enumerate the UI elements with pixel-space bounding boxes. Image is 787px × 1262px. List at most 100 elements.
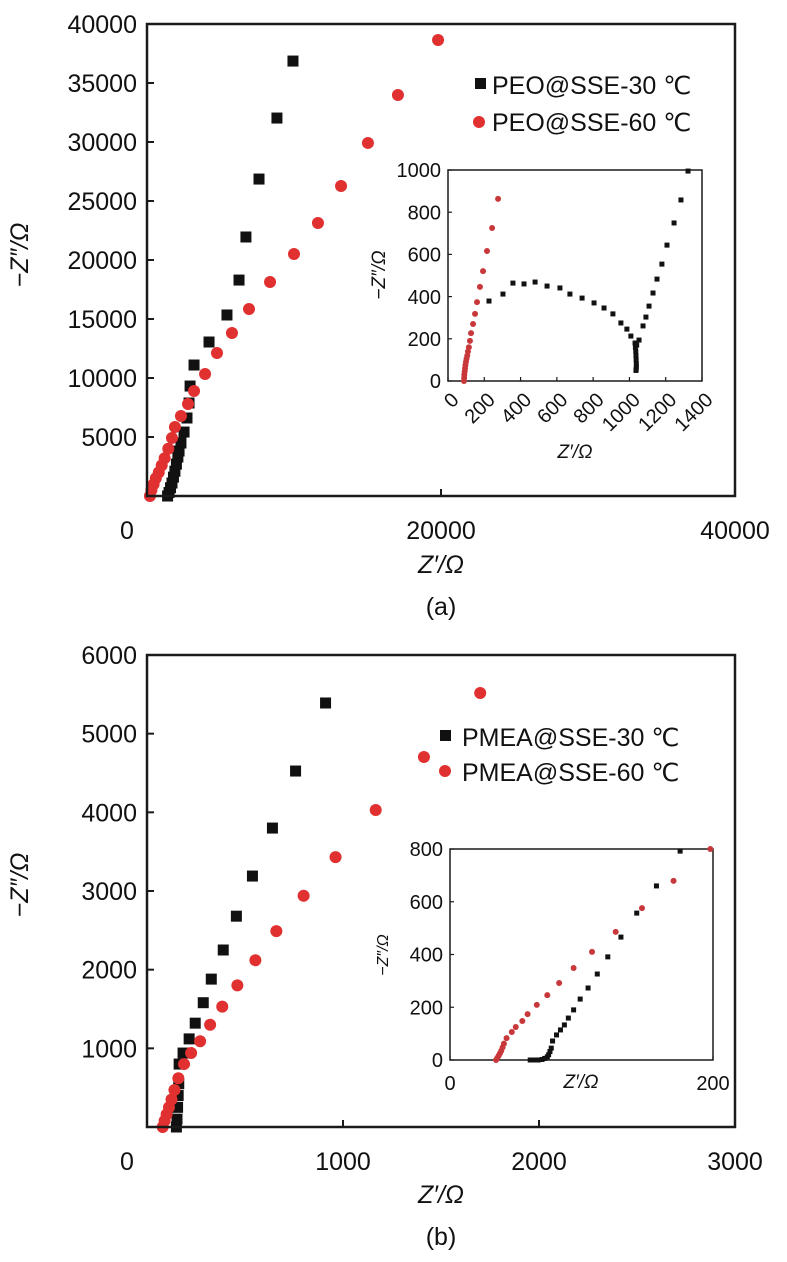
panel-a-inset-point-square — [544, 283, 550, 289]
panel-b-point-square — [246, 870, 258, 882]
panel-a-point-square — [184, 380, 196, 392]
panel-b-point-circle — [194, 1035, 207, 1048]
panel-b-inset-axes: 0 200 400 600 800 0 200 — [410, 839, 730, 1095]
panel-b-y-tick-label: 3000 — [81, 878, 137, 906]
panel-a-inset-point-square — [610, 311, 616, 317]
panel-b-y-tick-label: 2000 — [81, 957, 137, 985]
panel-a-x-axis-title: Z′/Ω — [417, 551, 464, 579]
panel-a-inset-data-marks — [460, 168, 691, 384]
panel-a-inset-frame — [447, 169, 703, 382]
panel-b-point-circle — [231, 979, 244, 992]
panel-b-point-square — [172, 1101, 184, 1113]
panel-b-inset-point-square — [548, 1045, 554, 1051]
panel-b-inset-point-square — [605, 954, 611, 960]
panel-a-point-circle — [288, 247, 300, 260]
panel-b-inset-data-marks — [493, 846, 714, 1063]
panel-a-point-square — [188, 359, 200, 371]
panel-b-point-square — [320, 697, 332, 709]
panel-b-inset-x-tick-label: 200 — [696, 1073, 729, 1095]
legend-marker-pmea-30 — [440, 730, 451, 741]
panel-b-point-square — [197, 997, 209, 1009]
panel-b-inset-point-square — [594, 971, 600, 977]
panel-b-point-square — [290, 765, 302, 777]
panel-a-inset-point-square — [624, 326, 630, 332]
panel-b-inset-point-square — [565, 1015, 571, 1021]
panel-a-point-circle — [225, 327, 238, 340]
panel-a-inset-point-square — [685, 168, 691, 174]
panel-b-inset-y-tick-label: 200 — [410, 997, 443, 1019]
panel-a-inset-point-circle — [476, 283, 483, 290]
panel-b-point-square — [172, 1090, 184, 1102]
panel-b-x-tick-label: 1000 — [315, 1148, 371, 1176]
panel-a-inset-point-square — [601, 305, 607, 311]
panel-a-inset-y-tick-label: 200 — [408, 329, 441, 351]
legend-marker-pmea-60 — [439, 765, 451, 777]
panel-b-point-circle — [417, 750, 430, 763]
panel-a-inset-point-square — [567, 291, 573, 297]
panel-b-inset-point-square — [531, 1057, 537, 1063]
panel-a-inset-x-tick-label: 1400 — [671, 389, 718, 436]
panel-b-point-square — [189, 1017, 201, 1029]
panel-b-inset-point-circle — [670, 877, 677, 884]
panel-b-point-circle — [204, 1018, 217, 1031]
panel-a-inset-point-square — [532, 279, 538, 285]
panel-a-point-circle — [210, 346, 223, 359]
panel-a-inset-point-square — [510, 280, 516, 286]
panel-b-x-tick-label: 2000 — [511, 1148, 567, 1176]
panel-b-point-square — [230, 910, 242, 922]
panel-a-x-tick-label: 20000 — [406, 517, 476, 545]
panel-b-data-marks — [156, 686, 487, 1133]
panel-a-inset-point-square — [633, 357, 639, 363]
legend-label-pmea-60: PMEA@SSE-60 ℃ — [462, 759, 679, 787]
panel-a-inset-x-axis-title: Z′/Ω — [557, 442, 593, 463]
panel-b-inset: 0 200 400 600 800 0 200 Z′/Ω −Z″/Ω — [375, 839, 730, 1095]
panel-b-inset-point-square — [539, 1056, 545, 1062]
panel-b-inset-point-square — [634, 910, 640, 916]
panel-b-point-circle — [168, 1084, 181, 1097]
panel-b-series-2 — [156, 686, 487, 1133]
panel-a-inset-point-square — [633, 361, 639, 367]
panel-b-inset-point-square — [677, 848, 683, 854]
panel-b-inset-point-square — [653, 883, 659, 889]
panel-a-point-circle — [335, 180, 348, 193]
panel-b-inset-point-circle — [612, 928, 619, 935]
panel-b-inset-series-2 — [493, 846, 714, 1063]
legend-label-peo-30: PEO@SSE-30 ℃ — [492, 72, 691, 100]
panel-a-y-tick-label: 20000 — [67, 247, 137, 275]
panel-b-inset-point-circle — [570, 964, 577, 971]
panel-b-inset-point-square — [554, 1032, 560, 1038]
panel-a-point-circle — [243, 302, 256, 315]
panel-a-inset-point-square — [659, 261, 665, 267]
panel-b-inset-point-square — [547, 1049, 553, 1055]
panel-b-inset-x-axis-title: Z′/Ω — [563, 1072, 599, 1093]
panel-a-inset-point-square — [579, 295, 585, 301]
panel-a-inset-point-square — [654, 276, 660, 282]
panel-b-point-square — [266, 822, 278, 834]
panel-a-y-tick-label: 30000 — [67, 129, 137, 157]
panel-b-inset-frame — [449, 848, 714, 1061]
panel-b-inset-y-tick-label: 600 — [410, 892, 443, 914]
panel-a-inset-y-tick-label: 800 — [408, 202, 441, 224]
legend-label-pmea-30: PMEA@SSE-30 ℃ — [462, 724, 679, 752]
panel-a-point-circle — [168, 420, 181, 433]
panel-a-x-tick-label: 40000 — [700, 517, 770, 545]
panel-a-inset-point-square — [671, 220, 677, 226]
panel-a-inset-point-circle — [480, 268, 487, 275]
panel-a-inset-x-tick-label: 1200 — [634, 389, 681, 436]
panel-b-legend: PMEA@SSE-30 ℃ PMEA@SSE-60 ℃ — [439, 724, 679, 787]
panel-b-inset-series-1 — [527, 848, 683, 1063]
panel-b-point-circle — [216, 1000, 229, 1013]
panel-a-inset-series-1 — [486, 168, 691, 373]
panel-a-point-circle — [188, 384, 201, 397]
panel-a-inset-point-square — [634, 342, 640, 348]
panel-b-y-tick-label: 1000 — [81, 1035, 137, 1063]
panel-a-inset-point-circle — [495, 195, 502, 202]
panel-b-point-circle — [172, 1072, 185, 1085]
panel-a-y-tick-label: 25000 — [67, 188, 137, 216]
panel-a-inset-x-tick-label: 600 — [533, 389, 572, 428]
panel-b-point-square — [217, 944, 229, 956]
panel-a-point-square — [167, 471, 179, 483]
panel-a-point-square — [173, 445, 185, 457]
